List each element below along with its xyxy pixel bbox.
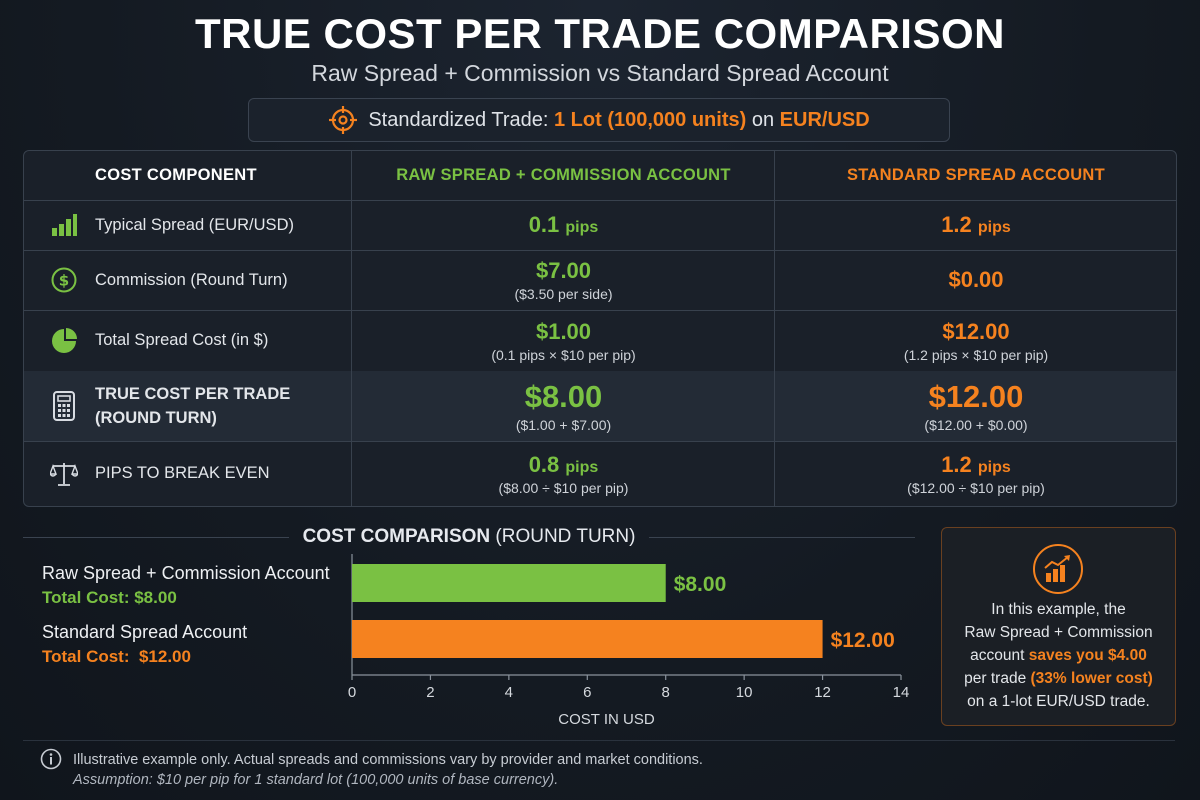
legend-standard-total: Total Cost: $12.00 (42, 647, 191, 666)
table-row: Total Spread Cost (in $) $1.00 (0.1 pips… (24, 310, 1176, 372)
footer-note: Illustrative example only. Actual spread… (73, 750, 703, 790)
x-tick-label: 6 (583, 684, 591, 701)
row-label: Total Spread Cost (in $) (95, 331, 269, 349)
table-row-highlight: TRUE COST PER TRADE (ROUND TURN) $8.00 ($… (24, 371, 1176, 442)
page-subtitle: Raw Spread + Commission vs Standard Spre… (311, 60, 889, 86)
page-title: TRUE COST PER TRADE COMPARISON (195, 10, 1005, 57)
bar (352, 564, 666, 602)
cost-table: COST COMPONENT RAW SPREAD + COMMISSION A… (23, 150, 1177, 507)
trade-lot: 1 Lot (100,000 units) (554, 108, 747, 131)
balance-scale-icon (49, 459, 79, 489)
footer-assumption: Assumption: $10 per pip for 1 standard l… (73, 772, 559, 788)
bar-value-label: $8.00 (674, 573, 727, 596)
x-tick-label: 4 (505, 684, 513, 701)
target-icon (328, 105, 358, 135)
raw-value: $8.00 (524, 379, 603, 414)
trade-on: on (751, 108, 775, 131)
table-header-row: COST COMPONENT RAW SPREAD + COMMISSION A… (24, 151, 1176, 201)
legend-standard: Standard Spread Account Total Cost: $12.… (42, 622, 247, 667)
trade-prefix: Standardized Trade: (368, 108, 549, 131)
legend-raw-total: Total Cost: $8.00 (42, 588, 177, 607)
calculator-icon (49, 391, 79, 421)
standardized-trade-box: Standardized Trade: 1 Lot (100,000 units… (248, 98, 950, 142)
bar-value-label: $12.00 (831, 629, 895, 652)
x-tick-label: 10 (736, 684, 753, 701)
row-label: PIPS TO BREAK EVEN (95, 464, 270, 482)
dollar-circle-icon: $ (49, 265, 79, 295)
standard-subtext: (1.2 pips × $10 per pip) (903, 346, 1049, 363)
row-label: Typical Spread (EUR/USD) (95, 215, 294, 234)
standard-subtext: ($12.00 ÷ $10 per pip) (907, 479, 1045, 496)
x-tick-label: 12 (814, 684, 831, 701)
cost-bar-chart: $8.00 $12.00 0 2 4 6 8 10 12 14 COST IN USD (348, 554, 910, 728)
x-axis-label: COST IN USD (558, 711, 655, 728)
header-standard-account: STANDARD SPREAD ACCOUNT (846, 166, 1106, 184)
trade-pair: EUR/USD (779, 108, 870, 131)
standard-value: $0.00 (948, 267, 1004, 292)
savings-text: In this example, the Raw Spread + Commis… (964, 601, 1153, 710)
row-label: TRUE COST PER TRADE (ROUND TURN) (95, 385, 291, 427)
legend-standard-name: Standard Spread Account (42, 622, 248, 642)
standard-value: $12.00 (942, 318, 1010, 344)
table-row: PIPS TO BREAK EVEN 0.8 pips ($8.00 ÷ $10… (24, 441, 1176, 506)
raw-subtext: ($1.00 + $7.00) (515, 417, 612, 433)
table-row: $ Commission (Round Turn) $7.00 ($3.50 p… (24, 250, 1176, 311)
info-icon (40, 748, 62, 770)
header-raw-account: RAW SPREAD + COMMISSION ACCOUNT (396, 166, 731, 184)
raw-subtext: ($3.50 per side) (514, 286, 613, 302)
bar-chart-icon (49, 210, 79, 240)
standard-subtext: ($12.00 + $0.00) (924, 417, 1028, 433)
standard-value: 1.2 pips (941, 212, 1011, 237)
header-cost-component: COST COMPONENT (95, 166, 257, 184)
savings-callout: In this example, the Raw Spread + Commis… (941, 527, 1176, 726)
svg-text:$: $ (59, 272, 69, 290)
growth-chart-icon (1033, 544, 1083, 594)
standard-value: $12.00 (928, 379, 1024, 414)
x-tick-label: 2 (426, 684, 434, 701)
footer-disclaimer: Illustrative example only. Actual spread… (73, 752, 703, 768)
raw-subtext: (0.1 pips × $10 per pip) (491, 346, 636, 363)
bar (352, 620, 823, 658)
table-row: Typical Spread (EUR/USD) 0.1 pips 1.2 pi… (24, 200, 1176, 251)
legend-raw-name: Raw Spread + Commission Account (42, 563, 330, 583)
x-tick-label: 8 (662, 684, 670, 701)
raw-value: 0.8 pips (528, 451, 599, 477)
raw-subtext: ($8.00 ÷ $10 per pip) (498, 479, 629, 496)
pie-chart-icon (49, 326, 79, 356)
raw-value: $1.00 (535, 318, 592, 344)
x-tick-label: 0 (348, 684, 356, 701)
raw-value: $7.00 (535, 258, 592, 283)
legend-raw: Raw Spread + Commission Account Total Co… (42, 563, 330, 608)
comparison-title: COST COMPARISON (ROUND TURN) (23, 522, 916, 552)
row-label: Commission (Round Turn) (95, 270, 288, 289)
x-tick-label: 14 (893, 684, 910, 701)
footer-divider (23, 740, 1175, 741)
raw-value: 0.1 pips (528, 212, 599, 237)
standard-value: 1.2 pips (941, 451, 1011, 477)
